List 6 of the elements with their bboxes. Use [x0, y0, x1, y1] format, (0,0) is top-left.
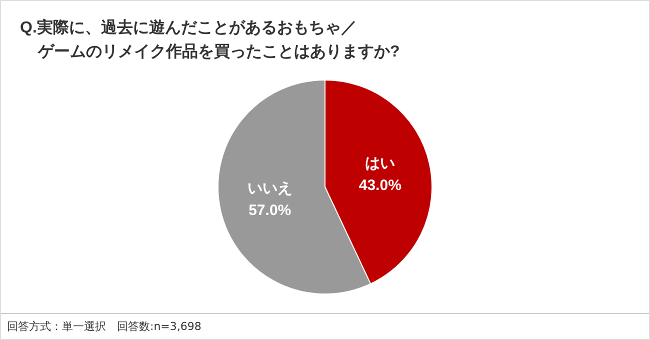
chart-title: Q.実際に、過去に遊んだことがあるおもちゃ／ゲームのリメイク作品を買ったことはありますか? — [20, 18, 400, 60]
data-label: 43.0% — [358, 177, 402, 194]
slice-label: はい — [365, 155, 396, 172]
slice-label: いいえ — [247, 180, 292, 197]
data-label: 57.0% — [248, 202, 292, 219]
text: 回答方式：単一選択 回答数:n=3,698 — [1, 313, 649, 339]
